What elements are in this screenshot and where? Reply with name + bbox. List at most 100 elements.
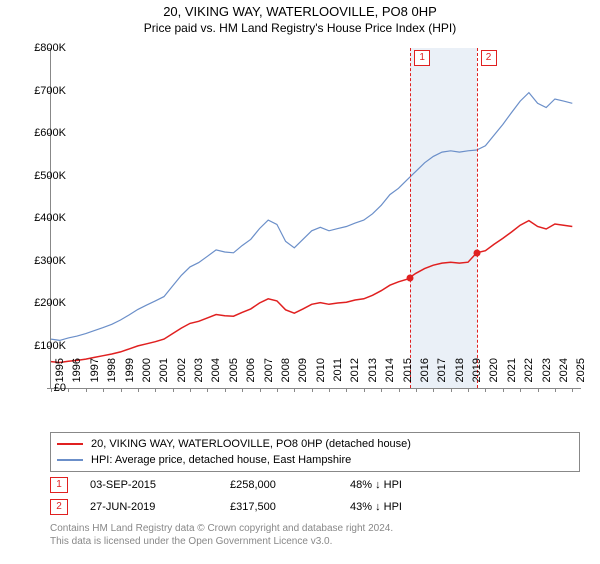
xtick <box>294 388 295 392</box>
xtick-label: 2003 <box>193 358 205 392</box>
legend-label-property: 20, VIKING WAY, WATERLOOVILLE, PO8 0HP (… <box>91 438 411 450</box>
legend-row-hpi: HPI: Average price, detached house, East… <box>57 452 573 468</box>
xtick <box>277 388 278 392</box>
xtick <box>329 388 330 392</box>
xtick-label: 2023 <box>541 358 553 392</box>
marker-vline <box>477 48 478 388</box>
footnote: Contains HM Land Registry data © Crown c… <box>50 522 393 548</box>
xtick-label: 1998 <box>106 358 118 392</box>
xtick-label: 1999 <box>124 358 136 392</box>
ytick-label: £300K <box>22 255 66 267</box>
xtick <box>103 388 104 392</box>
xtick-label: 2011 <box>332 358 344 392</box>
sales-marker-1: 1 <box>50 477 68 493</box>
footnote-line2: This data is licensed under the Open Gov… <box>50 535 393 548</box>
xtick-label: 2012 <box>349 358 361 392</box>
xtick-label: 2007 <box>263 358 275 392</box>
xtick <box>86 388 87 392</box>
xtick-label: 2000 <box>141 358 153 392</box>
sales-price-2: £317,500 <box>230 501 350 513</box>
legend-row-property: 20, VIKING WAY, WATERLOOVILLE, PO8 0HP (… <box>57 436 573 452</box>
sales-row-2: 2 27-JUN-2019 £317,500 43% ↓ HPI <box>50 496 470 518</box>
legend-swatch-property <box>57 443 83 445</box>
xtick <box>260 388 261 392</box>
ytick-label: £600K <box>22 127 66 139</box>
xtick <box>572 388 573 392</box>
xtick <box>364 388 365 392</box>
xtick <box>468 388 469 392</box>
ytick-label: £500K <box>22 170 66 182</box>
xtick <box>381 388 382 392</box>
xtick-label: 2019 <box>471 358 483 392</box>
sales-price-1: £258,000 <box>230 479 350 491</box>
sales-pct-1: 48% ↓ HPI <box>350 479 470 491</box>
xtick <box>173 388 174 392</box>
chart-plot-area: 12 <box>50 48 581 389</box>
xtick-label: 2008 <box>280 358 292 392</box>
xtick <box>242 388 243 392</box>
xtick-label: 2018 <box>454 358 466 392</box>
sales-marker-2: 2 <box>50 499 68 515</box>
ytick-label: £700K <box>22 85 66 97</box>
xtick-label: 2015 <box>402 358 414 392</box>
xtick <box>503 388 504 392</box>
legend-swatch-hpi <box>57 459 83 461</box>
ytick-label: £100K <box>22 340 66 352</box>
marker-box: 1 <box>414 50 430 66</box>
legend-label-hpi: HPI: Average price, detached house, East… <box>91 454 351 466</box>
footnote-line1: Contains HM Land Registry data © Crown c… <box>50 522 393 535</box>
xtick-label: 2017 <box>436 358 448 392</box>
xtick <box>312 388 313 392</box>
xtick <box>207 388 208 392</box>
sales-pct-2: 43% ↓ HPI <box>350 501 470 513</box>
xtick <box>433 388 434 392</box>
xtick <box>121 388 122 392</box>
xtick-label: 2009 <box>297 358 309 392</box>
xtick <box>538 388 539 392</box>
marker-dot <box>473 250 480 257</box>
marker-box: 2 <box>481 50 497 66</box>
ytick-label: £400K <box>22 212 66 224</box>
sales-table: 1 03-SEP-2015 £258,000 48% ↓ HPI 2 27-JU… <box>50 474 470 518</box>
legend-box: 20, VIKING WAY, WATERLOOVILLE, PO8 0HP (… <box>50 432 580 472</box>
xtick-label: 2021 <box>506 358 518 392</box>
xtick-label: 2020 <box>488 358 500 392</box>
xtick <box>346 388 347 392</box>
xtick <box>190 388 191 392</box>
chart-subtitle: Price paid vs. HM Land Registry's House … <box>0 21 600 35</box>
xtick <box>155 388 156 392</box>
xtick <box>555 388 556 392</box>
xtick <box>416 388 417 392</box>
sales-date-1: 03-SEP-2015 <box>90 479 230 491</box>
sales-date-2: 27-JUN-2019 <box>90 501 230 513</box>
xtick <box>225 388 226 392</box>
xtick-label: 2013 <box>367 358 379 392</box>
series-line-property <box>51 221 572 363</box>
ytick-label: £800K <box>22 42 66 54</box>
sales-row-1: 1 03-SEP-2015 £258,000 48% ↓ HPI <box>50 474 470 496</box>
xtick <box>485 388 486 392</box>
ytick-label: £200K <box>22 297 66 309</box>
xtick-label: 2010 <box>315 358 327 392</box>
xtick <box>520 388 521 392</box>
xtick <box>451 388 452 392</box>
xtick-label: 1995 <box>54 358 66 392</box>
chart-lines-svg <box>51 48 581 388</box>
xtick-label: 2005 <box>228 358 240 392</box>
xtick-label: 2001 <box>158 358 170 392</box>
xtick-label: 2022 <box>523 358 535 392</box>
series-line-hpi <box>51 93 572 341</box>
xtick-label: 1996 <box>71 358 83 392</box>
xtick-label: 1997 <box>89 358 101 392</box>
xtick-label: 2016 <box>419 358 431 392</box>
xtick <box>399 388 400 392</box>
xtick <box>68 388 69 392</box>
xtick <box>138 388 139 392</box>
xtick-label: 2014 <box>384 358 396 392</box>
xtick-label: 2024 <box>558 358 570 392</box>
xtick-label: 2004 <box>210 358 222 392</box>
xtick-label: 2002 <box>176 358 188 392</box>
xtick-label: 2025 <box>575 358 587 392</box>
xtick-label: 2006 <box>245 358 257 392</box>
chart-title: 20, VIKING WAY, WATERLOOVILLE, PO8 0HP <box>0 4 600 19</box>
